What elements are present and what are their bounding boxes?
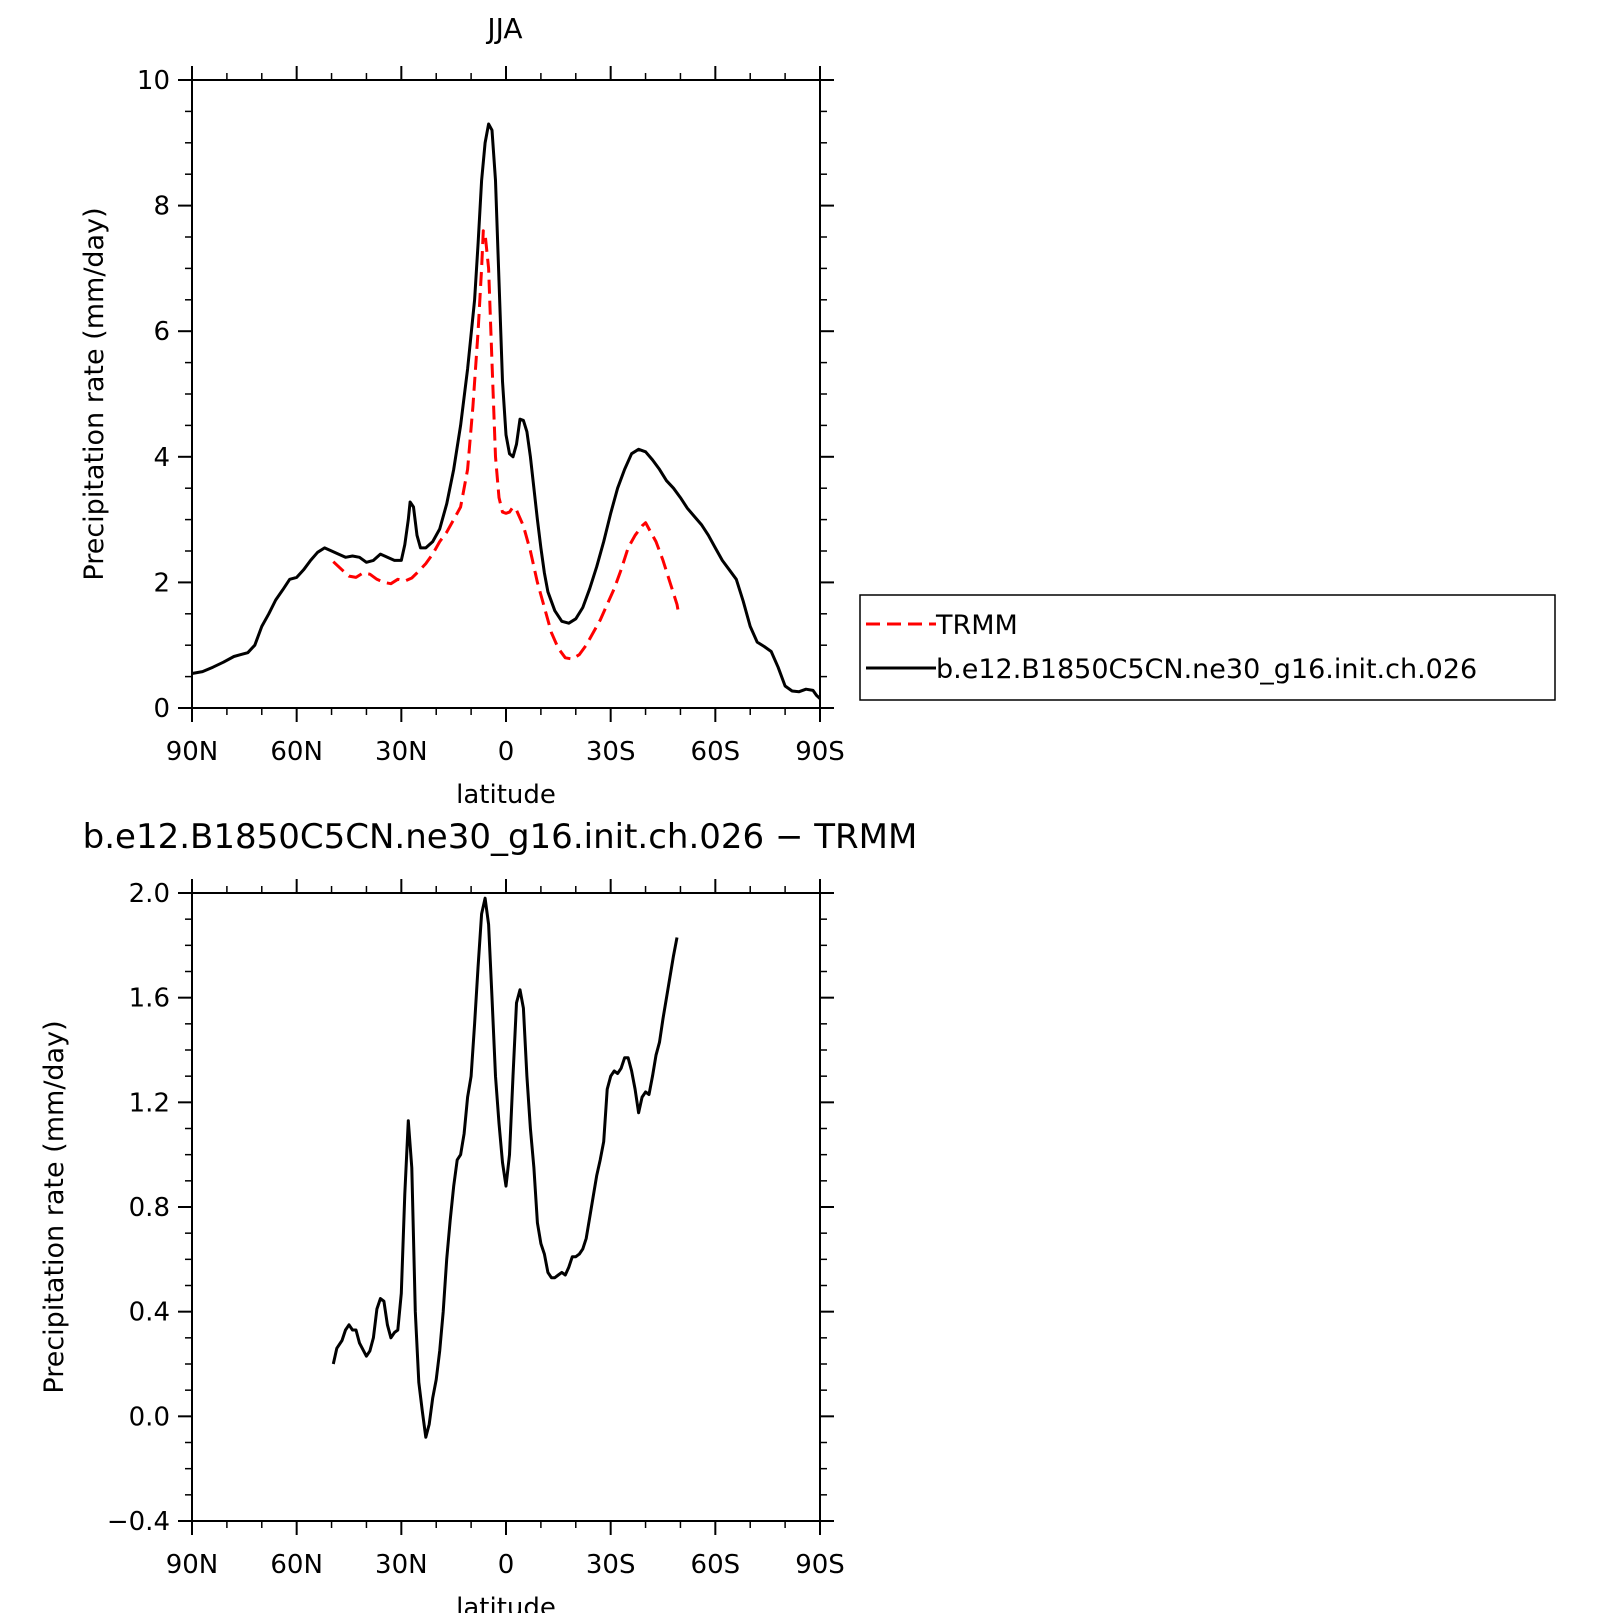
chart-title: JJA xyxy=(485,12,522,45)
x-tick-label: 60N xyxy=(270,737,323,767)
x-tick-label: 90N xyxy=(166,737,219,767)
y-tick-label: 1.2 xyxy=(129,1088,170,1118)
y-tick-label: 10 xyxy=(137,66,170,96)
y-tick-label: 2.0 xyxy=(129,879,170,909)
x-tick-label: 30N xyxy=(375,1550,428,1580)
y-axis-label: Precipitation rate (mm/day) xyxy=(79,207,110,580)
legend: TRMM b.e12.B1850C5CN.ne30_g16.init.ch.02… xyxy=(859,594,1556,701)
chart-title: b.e12.B1850C5CN.ne30_g16.init.ch.026 − T… xyxy=(83,817,918,857)
plot-frame xyxy=(191,79,821,709)
x-tick-label: 30S xyxy=(586,737,636,767)
x-tick-label: 0 xyxy=(498,737,515,767)
legend-label-model: b.e12.B1850C5CN.ne30_g16.init.ch.026 xyxy=(936,654,1477,685)
y-tick-label: 0.8 xyxy=(129,1193,170,1223)
x-tick-label: 30S xyxy=(586,1550,636,1580)
y-tick-label: 2 xyxy=(153,568,170,598)
y-tick-label: 0.0 xyxy=(129,1402,170,1432)
x-tick-label: 90N xyxy=(166,1550,219,1580)
x-axis-ticks: 90N 60N 30N 0 30S 60S 90S xyxy=(166,66,845,767)
bottom-chart: b.e12.B1850C5CN.ne30_g16.init.ch.026 − T… xyxy=(39,817,917,1613)
top-chart: JJA 0 2 4 6 8 10 90N 60N 30N 0 30S 60S 90S latitude… xyxy=(79,12,1556,810)
series-line-0 xyxy=(332,229,681,661)
y-tick-label: 8 xyxy=(153,192,170,222)
x-tick-label: 0 xyxy=(498,1550,515,1580)
y-tick-label: 1.6 xyxy=(129,984,170,1014)
plot-frame xyxy=(191,892,821,1522)
y-axis-ticks: 0 2 4 6 8 10 xyxy=(137,66,834,724)
x-tick-label: 60S xyxy=(691,737,741,767)
x-axis-label: latitude xyxy=(456,780,556,810)
y-tick-label: 0 xyxy=(153,694,170,724)
legend-box xyxy=(859,594,1556,701)
series-lines xyxy=(191,122,822,700)
series-line-0 xyxy=(331,896,679,1439)
x-tick-label: 30N xyxy=(375,737,428,767)
series-line-1 xyxy=(191,122,822,700)
y-axis-label: Precipitation rate (mm/day) xyxy=(39,1020,70,1393)
x-axis-label: latitude xyxy=(456,1593,556,1613)
x-tick-label: 60N xyxy=(270,1550,323,1580)
x-tick-label: 60S xyxy=(691,1550,741,1580)
x-tick-label: 90S xyxy=(795,1550,845,1580)
y-axis-ticks: −0.4 0.0 0.4 0.8 1.2 1.6 2.0 xyxy=(107,879,834,1537)
legend-label-trmm: TRMM xyxy=(935,610,1018,641)
series-lines xyxy=(331,896,679,1439)
x-tick-label: 90S xyxy=(795,737,845,767)
y-tick-label: 0.4 xyxy=(129,1298,170,1328)
x-axis-ticks: 90N 60N 30N 0 30S 60S 90S xyxy=(166,879,845,1580)
y-tick-label: 6 xyxy=(153,317,170,347)
y-tick-label: 4 xyxy=(153,443,170,473)
y-tick-label: −0.4 xyxy=(107,1507,170,1537)
